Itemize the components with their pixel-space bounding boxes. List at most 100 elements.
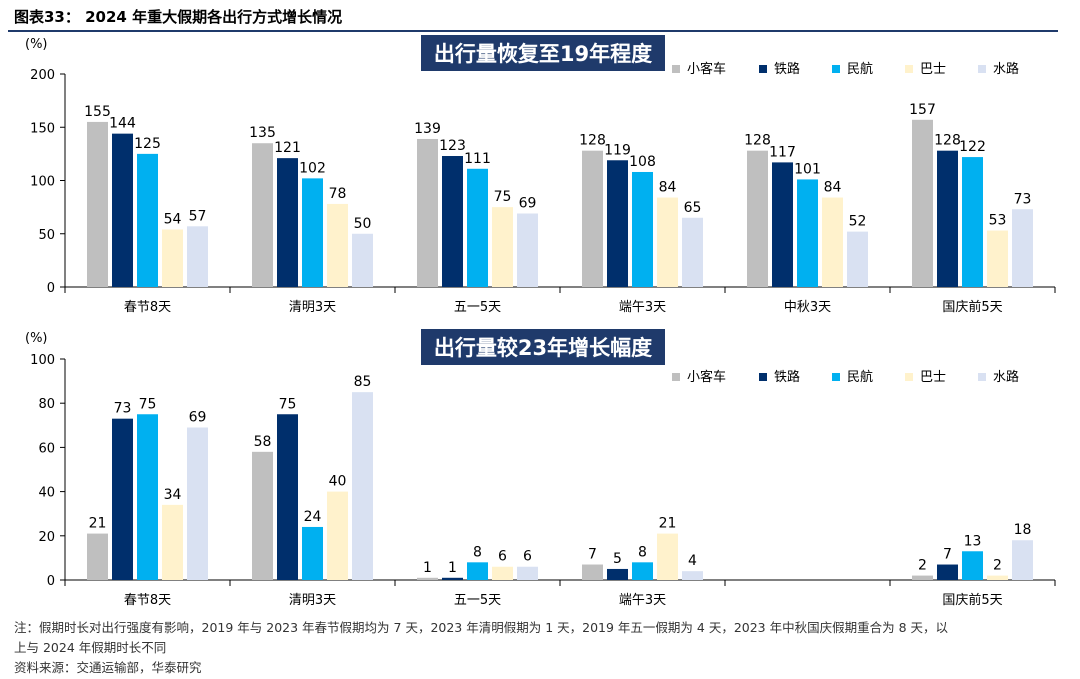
data-label: 84	[659, 180, 677, 196]
data-label: 2	[993, 558, 1002, 574]
bar	[607, 568, 628, 580]
data-label: 52	[849, 214, 867, 230]
footnote-line-2: 上与 2024 年假期时长不同	[14, 640, 167, 655]
bar	[417, 138, 438, 287]
data-label: 128	[579, 133, 606, 149]
bar	[277, 414, 298, 580]
bar	[747, 150, 768, 287]
data-label: 21	[89, 516, 107, 532]
y-tick-label: 200	[30, 68, 55, 83]
bar	[277, 158, 298, 287]
legend-swatch	[759, 373, 767, 381]
y-tick-label: 20	[38, 530, 55, 545]
data-label: 54	[164, 211, 182, 227]
data-label: 135	[249, 125, 276, 141]
bar	[632, 171, 653, 287]
data-label: 75	[279, 396, 297, 412]
x-category-label: 春节8天	[124, 300, 171, 315]
x-category-label: 清明3天	[289, 593, 336, 608]
y-tick-label: 80	[38, 397, 55, 412]
legend-label: 小客车	[687, 369, 726, 385]
chart-title-box	[421, 35, 665, 71]
bar	[1012, 540, 1033, 580]
data-label: 125	[134, 136, 161, 152]
y-axis-unit-label: (%)	[25, 37, 48, 52]
data-label: 73	[114, 401, 132, 417]
data-label: 18	[1014, 522, 1032, 538]
bar	[517, 566, 538, 580]
bar	[352, 233, 373, 287]
x-category-label: 清明3天	[289, 300, 336, 315]
bar	[87, 533, 108, 580]
bar	[252, 143, 273, 287]
bar	[962, 551, 983, 580]
data-label: 69	[519, 196, 537, 212]
data-label: 4	[688, 553, 697, 569]
data-label: 144	[109, 116, 136, 132]
data-label: 2	[918, 558, 927, 574]
legend-swatch	[978, 373, 986, 381]
legend-swatch	[759, 65, 767, 73]
legend-swatch	[832, 65, 840, 73]
bar	[137, 414, 158, 580]
legend-label: 铁路	[774, 61, 800, 77]
data-label: 122	[959, 139, 986, 155]
legend-swatch	[978, 65, 986, 73]
legend-swatch	[905, 373, 913, 381]
y-axis-unit-label: (%)	[25, 331, 48, 346]
y-tick-label: 100	[30, 175, 55, 190]
x-category-label: 春节8天	[124, 593, 171, 608]
data-label: 139	[414, 121, 441, 137]
legend-label: 铁路	[774, 369, 800, 385]
bar	[467, 168, 488, 287]
data-label: 117	[769, 144, 796, 160]
data-label: 53	[989, 213, 1007, 229]
chart-title: 出行量较23年增长幅度	[434, 336, 652, 360]
data-label: 58	[254, 434, 272, 450]
bar	[327, 203, 348, 287]
data-label: 57	[189, 208, 207, 224]
data-label: 8	[638, 544, 647, 560]
data-label: 128	[934, 133, 961, 149]
bar	[162, 504, 183, 580]
bar	[937, 564, 958, 580]
data-label: 65	[684, 200, 702, 216]
data-label: 75	[139, 396, 157, 412]
data-label: 121	[274, 140, 301, 156]
bar	[302, 526, 323, 580]
bar	[137, 153, 158, 287]
y-tick-label: 150	[30, 121, 55, 136]
bar	[657, 197, 678, 287]
bar	[987, 230, 1008, 287]
x-category-label: 国庆前5天	[942, 592, 1002, 608]
bar	[187, 427, 208, 580]
data-label: 123	[439, 138, 466, 154]
data-label: 69	[189, 410, 207, 426]
data-label: 75	[494, 189, 512, 205]
bar	[252, 451, 273, 580]
bar	[302, 178, 323, 287]
data-label: 40	[329, 474, 347, 490]
legend-swatch	[672, 65, 680, 73]
bar	[112, 133, 133, 287]
bar	[327, 491, 348, 580]
bar	[1012, 209, 1033, 287]
chart-title: 出行量恢复至19年程度	[434, 42, 652, 66]
bar	[632, 562, 653, 580]
data-label: 50	[354, 216, 372, 232]
data-label: 21	[659, 516, 677, 532]
bar	[112, 418, 133, 580]
y-tick-label: 100	[30, 353, 55, 368]
data-label: 5	[613, 551, 622, 567]
data-label: 34	[164, 487, 182, 503]
data-label: 24	[304, 509, 322, 525]
data-label: 155	[84, 104, 111, 120]
bar	[772, 162, 793, 287]
legend-swatch	[832, 373, 840, 381]
bar	[822, 197, 843, 287]
data-label: 1	[448, 560, 457, 576]
y-tick-label: 0	[47, 574, 55, 589]
bar	[442, 577, 463, 580]
data-label: 128	[744, 133, 771, 149]
